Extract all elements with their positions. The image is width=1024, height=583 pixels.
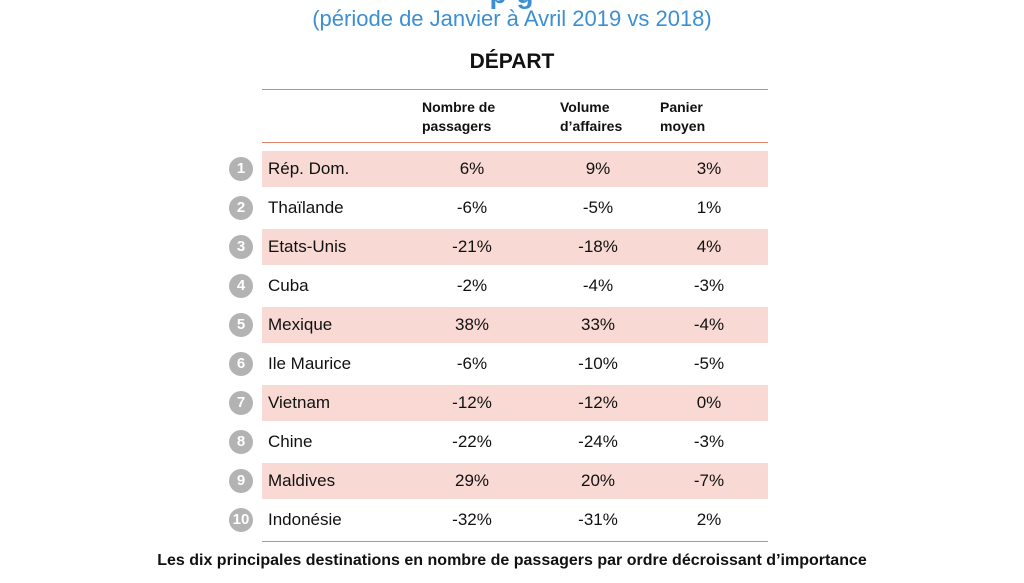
panier-value: -4% (693, 315, 725, 334)
rank-badge: 6 (229, 352, 253, 376)
destination-name: Etats-Unis (268, 237, 347, 256)
rank-badge: 5 (229, 313, 253, 337)
table-row: 5 Mexique 38% 33% -4% (229, 307, 768, 343)
passagers-value: -6% (456, 354, 488, 373)
panier-value: 1% (696, 198, 722, 217)
panier-value: -3% (693, 276, 725, 295)
table-caption: Les dix principales destinations en nomb… (157, 552, 867, 569)
volume-value: 20% (580, 471, 616, 490)
subtitle: (période de Janvier à Avril 2019 vs 2018… (312, 6, 712, 31)
volume-value: 33% (580, 315, 616, 334)
rank-badge: 1 (229, 157, 253, 181)
passagers-value: 29% (454, 471, 490, 490)
table-row: 10 Indonésie -32% -31% 2% (229, 502, 768, 538)
volume-value: -24% (578, 432, 618, 451)
section-title: DÉPART (469, 50, 555, 73)
panier-value: 2% (696, 510, 722, 529)
panier-value: -3% (693, 432, 725, 451)
rank-badge: 9 (229, 469, 253, 493)
destination-name: Rép. Dom. (268, 159, 350, 178)
destination-name: Vietnam (268, 393, 331, 412)
header-rule (262, 142, 768, 143)
table-row: 4 Cuba -2% -4% -3% (229, 268, 768, 304)
rank-badge: 3 (229, 235, 253, 259)
rank-badge: 2 (229, 196, 253, 220)
passagers-value: -22% (452, 432, 492, 451)
table-top-rule (262, 89, 768, 90)
destination-name: Chine (268, 432, 313, 451)
destination-name: Ile Maurice (268, 354, 352, 373)
passagers-value: -12% (452, 393, 492, 412)
passagers-value: 6% (459, 159, 485, 178)
destination-name: Cuba (268, 276, 309, 295)
volume-value: 9% (585, 159, 611, 178)
panier-value: 4% (696, 237, 722, 256)
rank-badge: 10 (229, 508, 253, 532)
table-row: 1 Rép. Dom. 6% 9% 3% (229, 151, 768, 187)
passagers-value: 38% (454, 315, 490, 334)
destination-name: Indonésie (268, 510, 342, 529)
destination-name: Mexique (268, 315, 333, 334)
table-row: 9 Maldives 29% 20% -7% (229, 463, 768, 499)
rank-badge: 4 (229, 274, 253, 298)
volume-value: -5% (582, 198, 614, 217)
rank-badge: 8 (229, 430, 253, 454)
passagers-value: -2% (456, 276, 488, 295)
header-passagers: Nombre de passagers (422, 99, 496, 134)
panier-value: 0% (696, 393, 722, 412)
volume-value: -4% (582, 276, 614, 295)
passagers-value: -6% (456, 198, 488, 217)
table-row: 2 Thaïlande -6% -5% 1% (229, 190, 768, 226)
volume-value: -18% (578, 237, 618, 256)
volume-value: -10% (578, 354, 618, 373)
table-row: 6 Ile Maurice -6% -10% -5% (229, 346, 768, 382)
table-row: 7 Vietnam -12% -12% 0% (229, 385, 768, 421)
rank-badge: 7 (229, 391, 253, 415)
table-row: 3 Etats-Unis -21% -18% 4% (229, 229, 768, 265)
destination-name: Thaïlande (268, 198, 344, 217)
volume-value: -12% (578, 393, 618, 412)
table-header: Nombre de passagers Volume d’affaires Pa… (262, 90, 768, 142)
panier-value: -5% (693, 354, 725, 373)
passagers-value: -32% (452, 510, 492, 529)
passagers-value: -21% (452, 237, 492, 256)
header-panier: Panier moyen (660, 99, 706, 134)
destinations-table: Nombre de passagers Volume d’affaires Pa… (229, 89, 768, 542)
table-bottom-rule (262, 541, 768, 542)
clipped-title-fragment: p g (0, 0, 1024, 10)
destination-name: Maldives (268, 471, 336, 490)
header-volume: Volume d’affaires (560, 99, 623, 134)
table-rows: 1 Rép. Dom. 6% 9% 3% 2 Thaïlande -6% -5%… (229, 151, 768, 538)
panier-value: 3% (696, 159, 722, 178)
table-row: 8 Chine -22% -24% -3% (229, 424, 768, 460)
panier-value: -7% (693, 471, 725, 490)
volume-value: -31% (578, 510, 618, 529)
